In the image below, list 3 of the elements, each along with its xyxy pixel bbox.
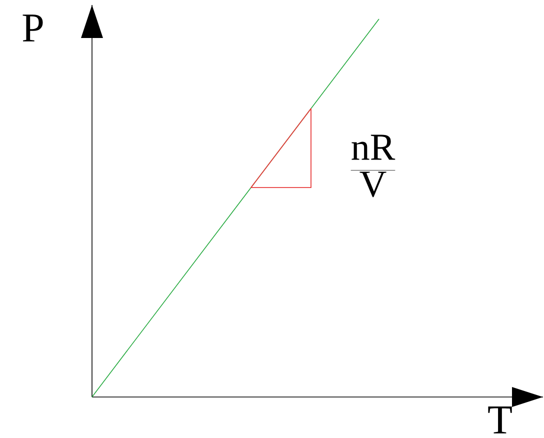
y-axis-title: P [22,14,43,42]
annotation: $\frac{\mathrm{nR}}{\mathrm{V}}$ [350,134,396,198]
x-axis-title: T [488,406,512,434]
